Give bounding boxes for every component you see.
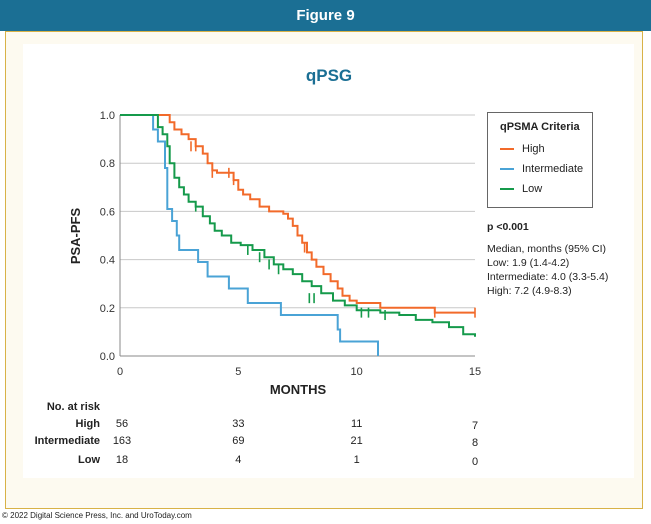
legend-label: Intermediate (522, 163, 584, 175)
risk-cell: 69 (232, 435, 244, 447)
copyright: © 2022 Digital Science Press, Inc. and U… (2, 511, 192, 520)
y-tick-label: 0.2 (100, 303, 115, 315)
risk-cell: 7 (472, 420, 478, 432)
legend-swatch-low (500, 188, 514, 191)
risk-row-label: Low (78, 454, 100, 466)
x-tick-label: 0 (117, 366, 123, 378)
risk-cell: 18 (116, 454, 128, 466)
figure-banner: Figure 9 (0, 0, 651, 31)
risk-row-label: High (76, 418, 101, 430)
x-axis-label: MONTHS (270, 382, 327, 397)
series-intermediate-line (120, 114, 379, 356)
risk-cell: 33 (232, 418, 244, 430)
x-tick-label: 15 (469, 366, 481, 378)
x-tick-label: 10 (351, 366, 363, 378)
y-tick-label: 0.4 (100, 255, 115, 267)
risk-cell: 11 (351, 418, 362, 430)
risk-cell: 8 (472, 437, 478, 449)
legend-label: Low (522, 183, 543, 195)
p-value: p <0.001 (487, 221, 529, 233)
risk-header: No. at risk (47, 401, 101, 413)
y-tick-label: 0.6 (100, 206, 115, 218)
legend: qPSMA Criteria High Intermediate Low (487, 112, 593, 208)
chart-title: qPSG (306, 66, 352, 85)
figure-label: Figure 9 (296, 7, 355, 24)
legend-swatch-intermediate (500, 168, 514, 171)
stats-panel: p <0.001 Median, months (95% CI) Low: 1.… (487, 220, 608, 298)
risk-cell: 56 (116, 418, 128, 430)
legend-label: High (522, 143, 545, 155)
median-low: Low: 1.9 (1.4-4.2) (487, 257, 570, 269)
series-high-line (120, 114, 475, 314)
risk-cell: 163 (113, 435, 131, 447)
median-high: High: 7.2 (4.9-8.3) (487, 285, 572, 297)
risk-cell: 21 (351, 435, 363, 447)
axes: 0.0 0.2 0.4 0.6 0.8 1.0 0 5 10 15 (100, 110, 481, 378)
y-tick-label: 1.0 (100, 110, 115, 122)
series-low-line (120, 114, 476, 337)
y-tick-label: 0.0 (100, 351, 115, 363)
risk-cell: 1 (354, 454, 360, 466)
risk-table: No. at risk High 56 33 11 7 Intermediate 163 69 2… (35, 401, 478, 468)
legend-swatch-high (500, 148, 514, 151)
median-intermediate: Intermediate: 4.0 (3.3-5.4) (487, 271, 609, 283)
legend-title: qPSMA Criteria (500, 121, 580, 133)
median-header: Median, months (95% CI) (487, 243, 607, 255)
x-tick-label: 5 (235, 366, 241, 378)
legend-item-intermediate: Intermediate (500, 163, 583, 177)
survival-curves (120, 114, 476, 356)
risk-cell: 4 (235, 454, 241, 466)
legend-item-high: High (500, 143, 545, 157)
y-tick-label: 0.8 (100, 158, 115, 170)
risk-cell: 0 (472, 456, 478, 468)
risk-row-label: Intermediate (35, 435, 100, 447)
y-axis-label: PSA-PFS (68, 208, 83, 265)
legend-item-low: Low (500, 183, 542, 197)
